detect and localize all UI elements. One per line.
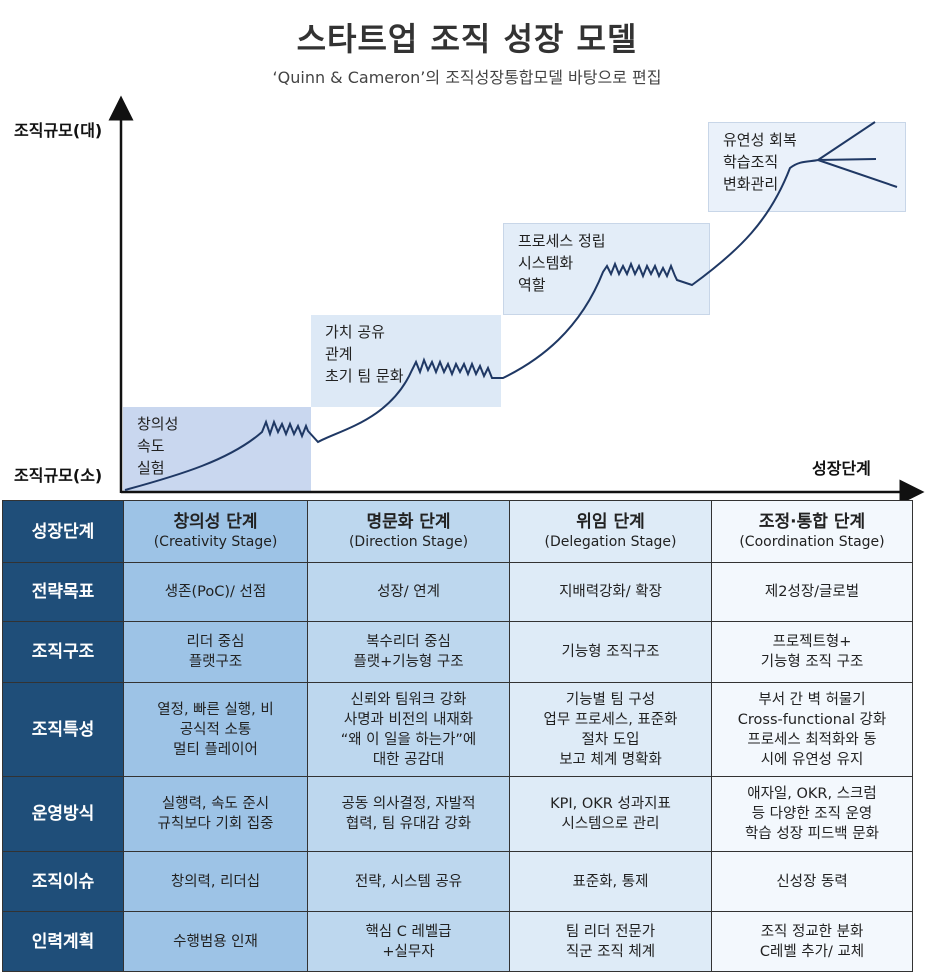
table-cell: 리더 중심 플랫구조 — [123, 621, 308, 683]
table-cell: 실행력, 속도 준시 규칙보다 기회 집중 — [123, 776, 308, 852]
stage-name: 창의성 단계 — [173, 511, 258, 532]
table-cell: KPI, OKR 성과지표 시스템으로 관리 — [509, 776, 712, 852]
table-cell: 프로젝트형+ 기능형 조직 구조 — [711, 621, 913, 683]
box-line: 가치 공유 — [325, 323, 385, 341]
row-header: 운영방식 — [2, 776, 124, 852]
stage-name: 명문화 단계 — [366, 511, 451, 532]
table-cell: 신성장 동력 — [711, 851, 913, 912]
box-line: 실험 — [137, 459, 165, 477]
growth-branches — [817, 121, 898, 188]
x-axis-label: 성장단계 — [812, 459, 871, 478]
table-cell: 생존(PoC)/ 선점 — [123, 562, 308, 622]
page-title: 스타트업 조직 성장 모델 — [296, 20, 638, 58]
row-header: 조직구조 — [2, 621, 124, 683]
table-cell: 공동 의사결정, 자발적 협력, 팀 유대감 강화 — [307, 776, 510, 852]
row-header: 성장단계 — [2, 500, 124, 563]
stage-en: (Direction Stage) — [348, 533, 469, 550]
growth-curve — [124, 159, 819, 491]
table-row: 조직구조 리더 중심 플랫구조 복수리더 중심 플랫+기능형 구조 기능형 조직… — [2, 621, 913, 683]
stage-header: 조정·통합 단계 (Coordination Stage) — [711, 500, 913, 563]
table-cell: 기능형 조직구조 — [509, 621, 712, 683]
table-cell: 표준화, 통제 — [509, 851, 712, 912]
stage-name: 위임 단계 — [576, 511, 645, 532]
table-cell: 조직 정교한 분화 C레벨 추가/ 교체 — [711, 911, 913, 972]
box-line: 변화관리 — [723, 175, 779, 193]
y-axis-high-label: 조직규모(대) — [14, 121, 103, 140]
stage-box-coordination: 유연성 회복 학습조직 변화관리 — [708, 122, 906, 212]
table-cell: 열정, 빠른 실행, 비 공식적 소통 멀티 플레이어 — [123, 682, 308, 777]
table-cell: 창의력, 리더십 — [123, 851, 308, 912]
stage-header: 창의성 단계 (Creativity Stage) — [123, 500, 308, 563]
box-line: 관계 — [325, 345, 353, 363]
box-line: 속도 — [137, 437, 165, 455]
stage-en: (Delegation Stage) — [544, 533, 677, 550]
table-cell: 수행범용 인재 — [123, 911, 308, 972]
table-cell: 애자일, OKR, 스크럼 등 다양한 조직 운영 학습 성장 피드백 문화 — [711, 776, 913, 852]
table-cell: 팀 리더 전문가 직군 조직 체계 — [509, 911, 712, 972]
table-row: 조직이슈 창의력, 리더십 전략, 시스템 공유 표준화, 통제 신성장 동력 — [2, 851, 913, 912]
table-cell: 지배력강화/ 확장 — [509, 562, 712, 622]
table-cell: 전략, 시스템 공유 — [307, 851, 510, 912]
stage-header: 명문화 단계 (Direction Stage) — [307, 500, 510, 563]
page-subtitle: ‘Quinn & Cameron’의 조직성장통합모델 바탕으로 편집 — [272, 68, 662, 87]
stage-box-direction: 가치 공유 관계 초기 팀 문화 — [311, 315, 501, 407]
box-line: 역할 — [518, 276, 546, 294]
table-row: 전략목표 생존(PoC)/ 선점 성장/ 연계 지배력강화/ 확장 제2성장/글… — [2, 562, 913, 622]
table-cell: 기능별 팀 구성 업무 프로세스, 표준화 절차 도입 보고 체계 명확화 — [509, 682, 712, 777]
row-header: 조직특성 — [2, 682, 124, 777]
table-cell: 핵심 C 레벨급 +실무자 — [307, 911, 510, 972]
box-line: 초기 팀 문화 — [325, 367, 404, 385]
box-line: 프로세스 정립 — [518, 232, 606, 250]
stage-box-creativity: 창의성 속도 실험 — [123, 407, 311, 492]
growth-curve-chart — [108, 95, 925, 500]
stage-en: (Creativity Stage) — [153, 533, 278, 550]
row-header: 인력계획 — [2, 911, 124, 972]
stage-box-delegation: 프로세스 정립 시스템화 역할 — [503, 223, 710, 315]
table-row: 인력계획 수행범용 인재 핵심 C 레벨급 +실무자 팀 리더 전문가 직군 조… — [2, 911, 913, 972]
y-axis-low-label: 조직규모(소) — [14, 466, 103, 485]
table-cell: 복수리더 중심 플랫+기능형 구조 — [307, 621, 510, 683]
stage-header: 위임 단계 (Delegation Stage) — [509, 500, 712, 563]
stage-name: 조정·통합 단계 — [758, 511, 866, 532]
box-line: 창의성 — [137, 415, 179, 433]
table-cell: 성장/ 연계 — [307, 562, 510, 622]
box-line: 시스템화 — [518, 254, 574, 272]
row-header: 조직이슈 — [2, 851, 124, 912]
table-cell: 제2성장/글로벌 — [711, 562, 913, 622]
stage-table: 성장단계 창의성 단계 (Creativity Stage) 명문화 단계 (Dir… — [2, 500, 913, 972]
stage-en: (Coordination Stage) — [739, 533, 885, 550]
table-header-row: 성장단계 창의성 단계 (Creativity Stage) 명문화 단계 (Dir… — [2, 500, 913, 563]
table-cell: 부서 간 벽 허물기 Cross-functional 강화 프로세스 최적화와… — [711, 682, 913, 777]
table-cell: 신뢰와 팀워크 강화 사명과 비전의 내재화 “왜 이 일을 하는가”에 대한 … — [307, 682, 510, 777]
table-row: 운영방식 실행력, 속도 준시 규칙보다 기회 집중 공동 의사결정, 자발적 … — [2, 776, 913, 852]
table-row: 조직특성 열정, 빠른 실행, 비 공식적 소통 멀티 플레이어 신뢰와 팀워크… — [2, 682, 913, 777]
box-line: 학습조직 — [723, 153, 779, 171]
row-header: 전략목표 — [2, 562, 124, 622]
box-line: 유연성 회복 — [723, 131, 797, 149]
